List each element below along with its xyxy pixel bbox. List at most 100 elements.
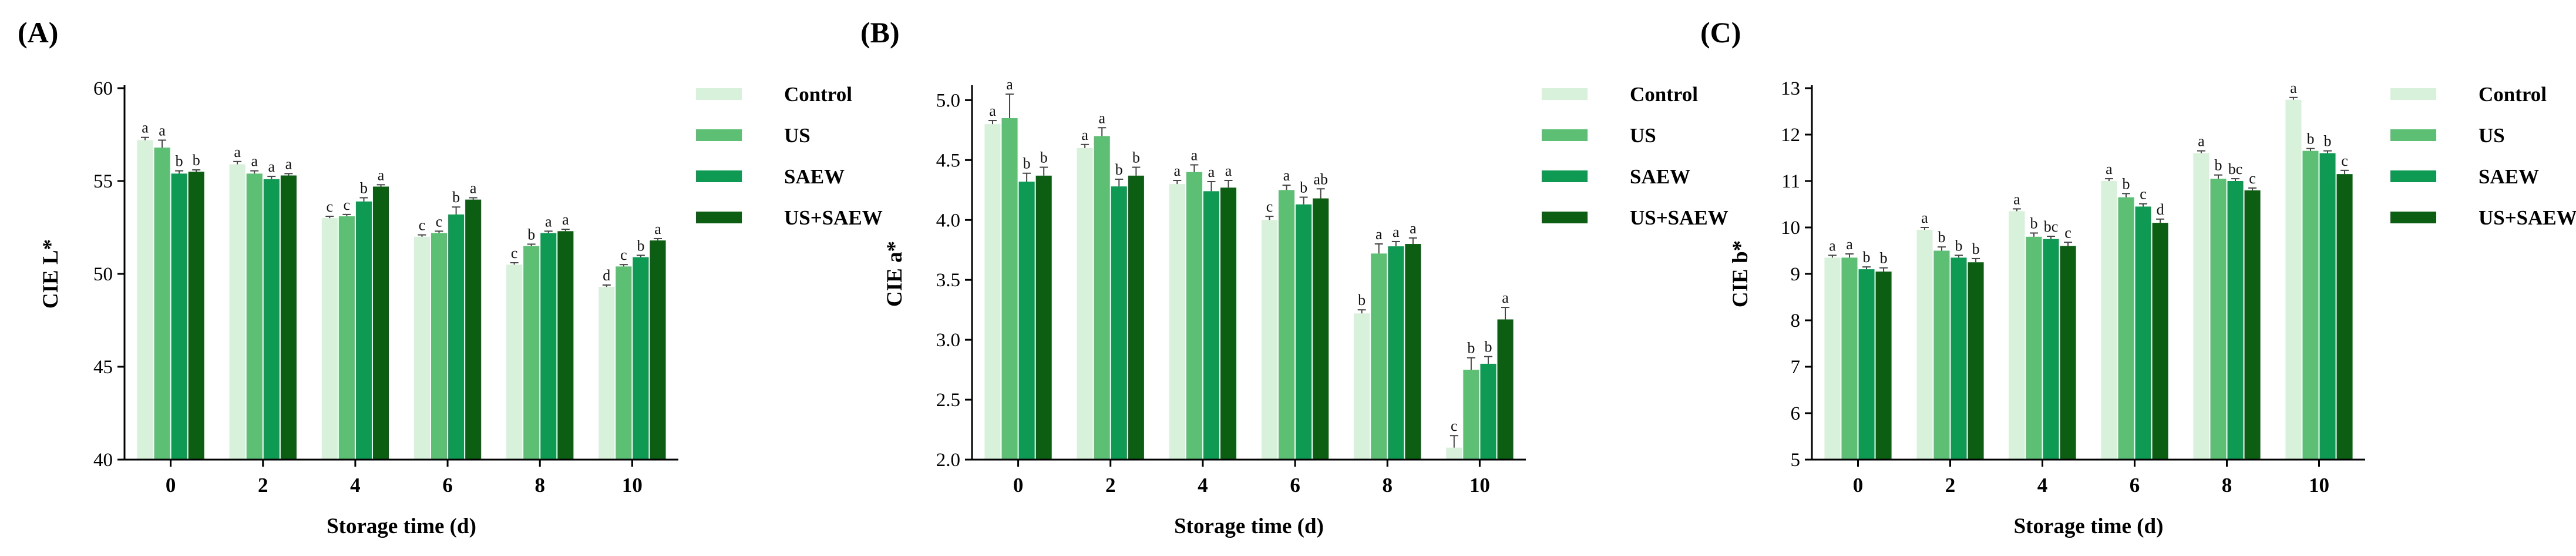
panel-label: (C) [1700, 16, 1741, 49]
bar [2009, 211, 2025, 460]
legend-label: US [2479, 124, 2505, 147]
bar [2319, 153, 2336, 460]
y-tick-label: 2.5 [936, 390, 960, 411]
bar [431, 233, 448, 460]
x-axis-label: Storage time (d) [2014, 514, 2164, 538]
legend-label: Control [1630, 83, 1698, 106]
significance-letter: c [511, 244, 518, 262]
significance-letter: a [142, 119, 149, 136]
bar [338, 216, 355, 460]
significance-letter: a [654, 220, 661, 237]
y-tick-label: 2.0 [936, 450, 960, 471]
legend-swatch [2390, 212, 2436, 223]
significance-letter: a [1846, 236, 1853, 253]
x-tick-label: 6 [2130, 474, 2140, 497]
significance-letter: a [1225, 162, 1232, 179]
y-tick-label: 50 [93, 264, 113, 285]
significance-letter: a [159, 122, 166, 139]
significance-letter: b [1467, 340, 1475, 357]
legend-swatch [696, 88, 742, 100]
y-axis-label: CIE a* [883, 241, 907, 307]
significance-letter: a [470, 179, 477, 196]
y-tick-label: 45 [93, 357, 113, 378]
significance-letter: a [234, 143, 241, 160]
bar [448, 214, 465, 460]
bar [1018, 182, 1035, 460]
y-tick-label: 40 [93, 450, 113, 471]
bar [984, 124, 1001, 460]
bar [1405, 244, 1421, 460]
x-tick-label: 2 [258, 474, 268, 497]
significance-letter: b [1955, 237, 1963, 254]
bar [616, 266, 632, 460]
y-axis-label: CIE L* [39, 239, 63, 309]
y-tick-label: 9 [1791, 264, 1801, 285]
y-tick-label: 3.0 [936, 330, 960, 351]
bar [1858, 269, 1875, 460]
y-tick-label: 6 [1791, 403, 1801, 424]
significance-letter: a [2106, 160, 2113, 177]
significance-letter: a [989, 102, 996, 119]
significance-letter: a [1829, 237, 1836, 254]
bar [1313, 198, 1329, 460]
bar [1128, 175, 1144, 460]
significance-letter: a [1098, 109, 1105, 126]
y-tick-label: 10 [1781, 217, 1800, 239]
significance-letter: a [1410, 220, 1417, 237]
bar [1480, 363, 1496, 460]
x-axis-label: Storage time (d) [1174, 514, 1324, 538]
bar [2043, 239, 2059, 460]
x-tick-label: 2 [1105, 474, 1116, 497]
bar [1875, 272, 1892, 460]
legend-swatch [1542, 170, 1588, 182]
y-axis-label: CIE b* [1728, 240, 1753, 307]
x-tick-label: 8 [535, 474, 546, 497]
significance-letter: b [452, 189, 460, 206]
bar [1169, 184, 1185, 460]
significance-letter: c [2249, 170, 2256, 187]
bar [598, 287, 615, 460]
y-tick-label: 12 [1781, 125, 1800, 146]
bar [1933, 250, 1950, 460]
bar [246, 173, 263, 460]
bar [523, 246, 540, 460]
bar [188, 172, 204, 460]
x-tick-label: 0 [1013, 474, 1024, 497]
bar [650, 240, 666, 460]
bar [229, 164, 246, 460]
legend-label: US+SAEW [1630, 206, 1728, 229]
bar [1035, 175, 1052, 460]
significance-letter: b [527, 226, 535, 243]
y-tick-label: 55 [93, 171, 113, 192]
significance-letter: a [1174, 162, 1181, 179]
significance-letter: a [285, 155, 292, 172]
bar [1354, 313, 1370, 460]
x-tick-label: 6 [1290, 474, 1300, 497]
significance-letter: b [2030, 215, 2037, 232]
legend-swatch [696, 170, 742, 182]
significance-letter: a [1191, 146, 1198, 163]
bar [1841, 257, 1858, 460]
y-tick-label: 60 [93, 78, 113, 99]
significance-letter: a [2198, 133, 2205, 150]
significance-letter: a [2290, 79, 2297, 96]
bar [2227, 181, 2244, 460]
significance-letter: c [1266, 198, 1273, 215]
x-tick-label: 10 [1469, 474, 1490, 497]
significance-letter: a [1921, 209, 1928, 226]
x-tick-label: 2 [1945, 474, 1956, 497]
significance-letter: b [1132, 149, 1140, 166]
significance-letter: a [378, 166, 385, 183]
significance-letter: a [268, 158, 275, 175]
significance-letter: c [620, 246, 627, 263]
legend-swatch [2390, 88, 2436, 100]
legend-swatch [696, 212, 742, 223]
significance-letter: d [2157, 201, 2164, 218]
significance-letter: c [419, 217, 426, 234]
y-tick-label: 13 [1781, 78, 1800, 99]
significance-letter: b [2324, 133, 2332, 150]
bar [2101, 181, 2117, 460]
x-tick-label: 8 [2222, 474, 2232, 497]
